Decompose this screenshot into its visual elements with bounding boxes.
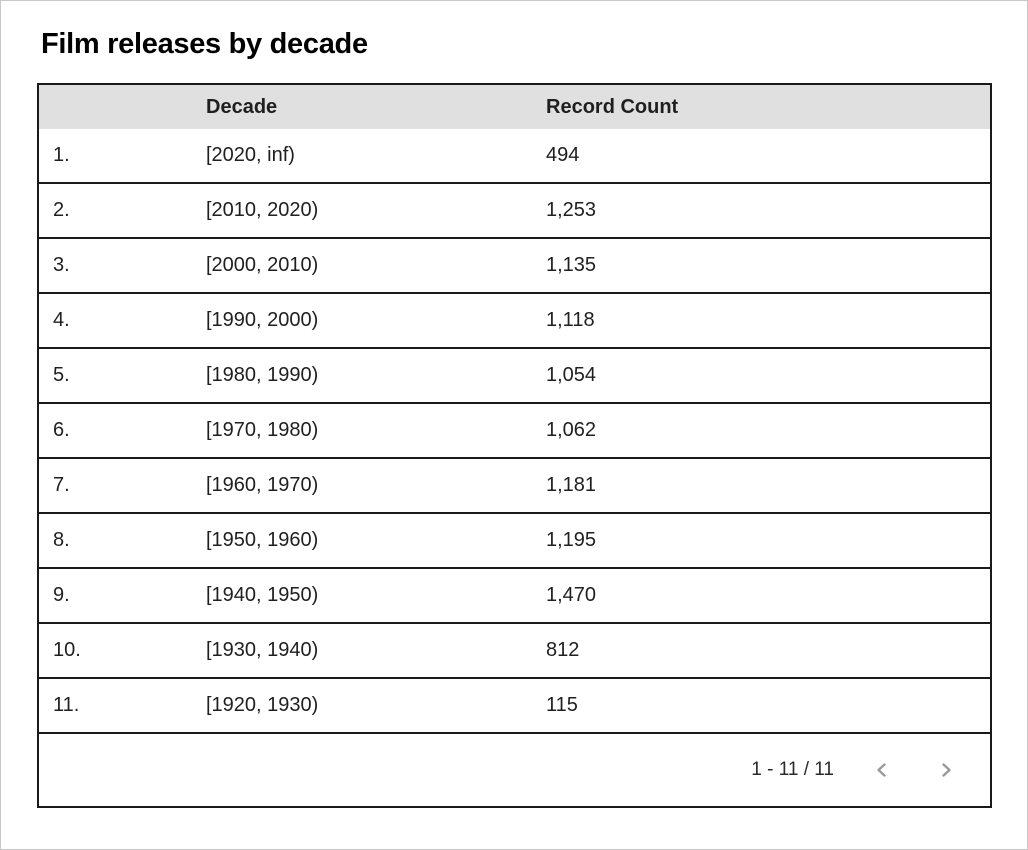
table-row[interactable]: 9. [1940, 1950) 1,470 [39, 569, 990, 624]
decade-cell: [2010, 2020) [206, 199, 319, 221]
record-count-column-header[interactable]: Record Count [546, 95, 679, 118]
row-index-cell: 10. [53, 639, 81, 661]
decade-cell: [1930, 1940) [206, 639, 319, 661]
table-row[interactable]: 10. [1930, 1940) 812 [39, 624, 990, 679]
decade-cell: [1940, 1950) [206, 584, 319, 606]
table-row[interactable]: 3. [2000, 2010) 1,135 [39, 239, 990, 294]
record-count-cell: 115 [546, 694, 578, 716]
decade-column-header[interactable]: Decade [206, 95, 278, 118]
record-count-cell: 812 [546, 639, 580, 661]
decade-cell: [1990, 2000) [206, 309, 319, 331]
table-row[interactable]: 7. [1960, 1970) 1,181 [39, 459, 990, 514]
row-index-cell: 8. [53, 529, 70, 551]
record-count-cell: 1,118 [546, 309, 595, 331]
decade-cell: [1960, 1970) [206, 474, 319, 496]
table-row[interactable]: 2. [2010, 2020) 1,253 [39, 184, 990, 239]
decade-cell: [2020, inf) [206, 144, 295, 166]
record-count-cell: 1,054 [546, 364, 597, 386]
page-title: Film releases by decade [41, 28, 368, 60]
table-row[interactable]: 1. [2020, inf) 494 [39, 129, 990, 184]
table-row[interactable]: 11. [1920, 1930) 115 [39, 679, 990, 734]
row-index-cell: 7. [53, 474, 70, 496]
row-index-cell: 1. [53, 144, 70, 166]
film-releases-table: Decade Record Count 1. [2020, inf) 494 2… [37, 83, 992, 808]
row-index-cell: 3. [53, 254, 70, 276]
record-count-cell: 1,181 [546, 474, 597, 496]
chevron-left-icon [873, 761, 891, 779]
record-count-cell: 1,135 [546, 254, 597, 276]
record-count-cell: 1,253 [546, 199, 597, 221]
record-count-cell: 494 [546, 144, 580, 166]
prev-page-button[interactable] [868, 756, 896, 784]
table-row[interactable]: 4. [1990, 2000) 1,118 [39, 294, 990, 349]
row-index-cell: 5. [53, 364, 70, 386]
row-index-cell: 6. [53, 419, 70, 441]
decade-cell: [1950, 1960) [206, 529, 319, 551]
decade-cell: [1980, 1990) [206, 364, 319, 386]
table-row[interactable]: 8. [1950, 1960) 1,195 [39, 514, 990, 569]
row-index-cell: 11. [53, 694, 80, 716]
table-row[interactable]: 6. [1970, 1980) 1,062 [39, 404, 990, 459]
table-footer: 1 - 11 / 11 [39, 734, 990, 806]
row-index-cell: 2. [53, 199, 70, 221]
decade-cell: [1920, 1930) [206, 694, 319, 716]
pagination-range-label: 1 - 11 / 11 [751, 759, 834, 780]
record-count-cell: 1,195 [546, 529, 597, 551]
record-count-cell: 1,470 [546, 584, 597, 606]
decade-cell: [1970, 1980) [206, 419, 319, 441]
row-index-cell: 4. [53, 309, 70, 331]
record-count-cell: 1,062 [546, 419, 597, 441]
table-row[interactable]: 5. [1980, 1990) 1,054 [39, 349, 990, 404]
table-header-row: Decade Record Count [39, 85, 990, 129]
decade-cell: [2000, 2010) [206, 254, 319, 276]
next-page-button[interactable] [932, 756, 960, 784]
chevron-right-icon [937, 761, 955, 779]
row-index-cell: 9. [53, 584, 70, 606]
